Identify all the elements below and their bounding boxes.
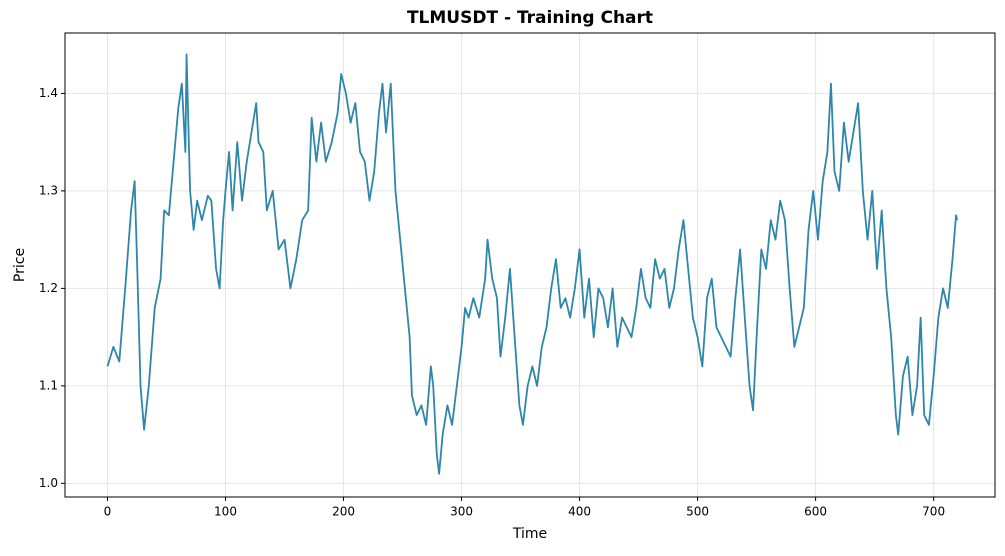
y-tick-label: 1.1 (39, 378, 58, 392)
x-axis-label: Time (512, 526, 547, 542)
plot-frame (64, 32, 996, 498)
x-tick-label: 600 (804, 505, 827, 519)
price-line (106, 53, 959, 475)
x-tick-label: 400 (568, 505, 591, 519)
y-tick-label: 1.3 (39, 183, 58, 197)
x-tick-label: 200 (332, 505, 355, 519)
x-tick-label: 100 (214, 505, 237, 519)
y-tick-label: 1.2 (39, 281, 58, 295)
x-tick-label: 700 (922, 505, 945, 519)
x-tick-label: 0 (104, 505, 112, 519)
y-tick-label: 1.0 (39, 476, 58, 490)
y-axis-label: Price (12, 248, 28, 282)
chart-title: TLMUSDT - Training Chart (407, 8, 653, 28)
x-tick-label: 500 (686, 505, 709, 519)
x-tick-label: 300 (450, 505, 473, 519)
y-tick-label: 1.4 (39, 86, 58, 100)
